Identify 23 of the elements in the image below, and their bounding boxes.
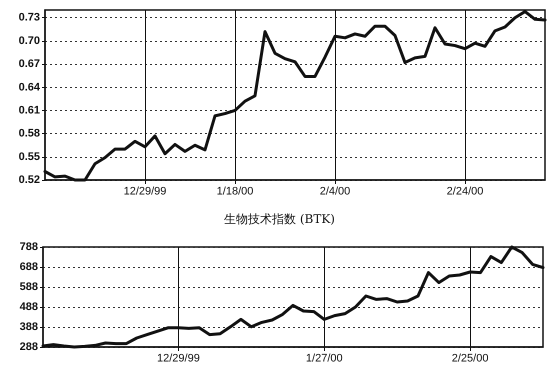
x-tick-label: 2/4/00 [320, 186, 350, 198]
y-tick-label: 0.55 [18, 150, 40, 163]
chart-title: 生物技术指数 (BTK) [224, 212, 335, 226]
y-tick-label: 0.64 [18, 81, 41, 94]
y-tick-label: 788 [20, 241, 38, 253]
y-tick-label: 688 [20, 261, 38, 273]
y-tick-label: 488 [20, 301, 38, 313]
y-tick-label: 0.61 [18, 104, 40, 116]
y-tick-label: 388 [20, 321, 38, 333]
y-tick-label: 0.52 [18, 174, 40, 186]
x-tick-label: 12/29/99 [124, 186, 166, 198]
y-tick-label: 0.58 [18, 128, 40, 140]
x-tick-label: 12/29/99 [157, 352, 200, 364]
y-tick-label: 0.70 [18, 34, 40, 47]
y-tick-label: 288 [20, 341, 38, 353]
y-tick-label: 0.73 [18, 12, 40, 24]
x-tick-label: 1/18/00 [216, 186, 254, 198]
x-tick-label: 2/25/00 [452, 352, 488, 364]
line-series [44, 10, 546, 182]
y-tick-label: 0.67 [18, 58, 40, 70]
x-tick-label: 2/24/00 [446, 186, 484, 198]
y-tick-label: 588 [20, 281, 38, 293]
x-tick-label: 1/27/00 [306, 352, 343, 364]
